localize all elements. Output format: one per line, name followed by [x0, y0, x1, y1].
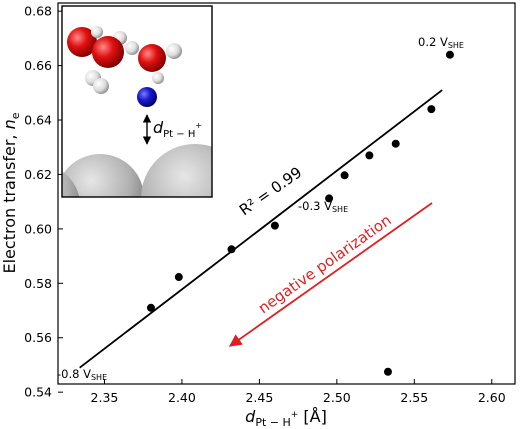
- x-axis-ticks: 2.35 2.40 2.45 2.50 2.55 2.60: [91, 379, 506, 405]
- y-tick-label: 0.68: [24, 4, 52, 19]
- x-tick-label: 2.45: [245, 390, 273, 405]
- data-point: [340, 171, 349, 180]
- x-tick-label: 2.35: [91, 390, 119, 405]
- data-point: [391, 139, 400, 148]
- y-tick-label: 0.56: [24, 330, 52, 345]
- hydrogen-atom: [166, 43, 182, 59]
- platinum-atom: [62, 154, 144, 197]
- y-tick-label: 0.64: [24, 113, 52, 128]
- hydrogen-atom: [91, 26, 103, 38]
- platinum-atom: [141, 144, 212, 197]
- data-point: [227, 245, 236, 254]
- r-squared-label: R² = 0.99: [236, 163, 305, 219]
- high-potential-label: 0.2 VSHE: [418, 35, 464, 50]
- data-points: [146, 50, 454, 376]
- fit-line: [79, 89, 443, 369]
- mid-potential-label: -0.3 VSHE: [298, 199, 348, 214]
- data-point: [146, 303, 155, 312]
- data-point: [365, 151, 374, 160]
- inset-distance-label: dPt − H+: [153, 118, 202, 140]
- y-tick-label: 0.66: [24, 58, 52, 73]
- oxygen-atom: [67, 27, 97, 57]
- data-point: [427, 105, 436, 114]
- data-point: [325, 194, 334, 203]
- x-axis-label: dPt − H+ [Å]: [245, 407, 327, 429]
- y-tick-label: 0.60: [24, 221, 52, 236]
- y-tick-label: 0.62: [24, 167, 52, 182]
- proton-atom: [137, 87, 157, 107]
- x-tick-label: 2.50: [323, 390, 351, 405]
- data-point: [445, 50, 454, 59]
- oxygen-atom: [92, 36, 124, 68]
- data-point: [383, 367, 392, 376]
- data-point: [270, 221, 279, 230]
- platinum-atom: [62, 171, 80, 197]
- inset-panel: dPt − H+: [61, 5, 213, 198]
- hydrogen-atom: [125, 41, 139, 55]
- oxygen-atom: [138, 44, 166, 72]
- x-tick-label: 2.40: [168, 390, 196, 405]
- x-tick-label: 2.55: [400, 390, 428, 405]
- hydrogen-atom: [152, 72, 164, 84]
- x-tick-label: 2.60: [478, 390, 506, 405]
- y-axis-ticks: 0.54 0.56 0.58 0.60 0.62 0.64 0.66 0.68: [24, 4, 63, 400]
- hydrogen-atom: [93, 78, 109, 94]
- y-axis-label: Electron transfer, ne: [0, 112, 22, 273]
- data-point: [174, 273, 183, 282]
- low-potential-label: -0.8 VSHE: [57, 367, 107, 382]
- plot-frame: [57, 2, 516, 385]
- y-tick-label: 0.54: [24, 385, 52, 400]
- polarization-arrow: [228, 202, 433, 347]
- y-tick-label: 0.58: [24, 276, 52, 291]
